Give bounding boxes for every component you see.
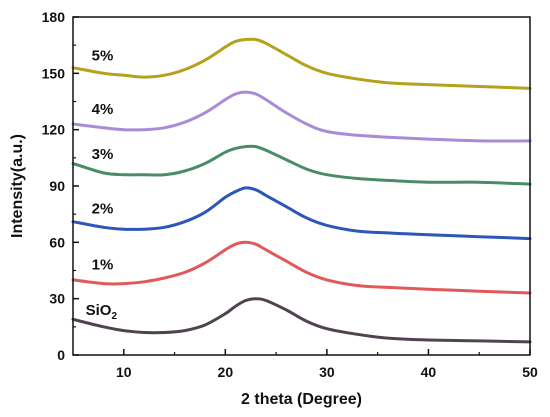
series-line-3 (71, 144, 532, 186)
x-tick-label: 30 (319, 364, 335, 380)
series-line-0 (71, 297, 532, 344)
series-line-1 (71, 240, 532, 295)
y-tick-label: 120 (42, 122, 66, 138)
series-label-2: 2% (92, 200, 114, 217)
plot-frame (72, 16, 531, 356)
series-label-0: SiO2 (86, 302, 118, 322)
series-label-1: 1% (92, 257, 114, 274)
x-axis-title: 2 theta (Degree) (241, 391, 362, 408)
x-tick-label: 50 (522, 364, 538, 380)
y-axis-title: Intensity(a.u.) (9, 134, 26, 238)
x-tick-label: 40 (421, 364, 437, 380)
series-labels: SiO2 1% 2% 3% 4% 5% (86, 47, 118, 322)
x-tick-label: 20 (218, 364, 234, 380)
y-tick-label: 30 (49, 291, 65, 307)
series-label-subscript: 2 (111, 311, 117, 322)
x-tick-label: 10 (116, 364, 132, 380)
series-line-2 (71, 186, 532, 241)
series-lines (71, 37, 532, 344)
series-label-5: 5% (92, 47, 114, 64)
y-tick-label: 150 (42, 65, 66, 81)
series-line-4 (71, 90, 532, 143)
y-tick-label: 180 (42, 9, 66, 25)
axes: 10 20 30 40 50 0 30 60 90 120 150 180 (42, 9, 538, 380)
series-line-5 (71, 37, 532, 90)
series-label-3: 3% (92, 146, 114, 163)
y-tick-label: 90 (49, 178, 65, 194)
y-tick-label: 0 (57, 347, 65, 363)
y-tick-label: 60 (49, 234, 65, 250)
series-label-4: 4% (92, 101, 114, 118)
